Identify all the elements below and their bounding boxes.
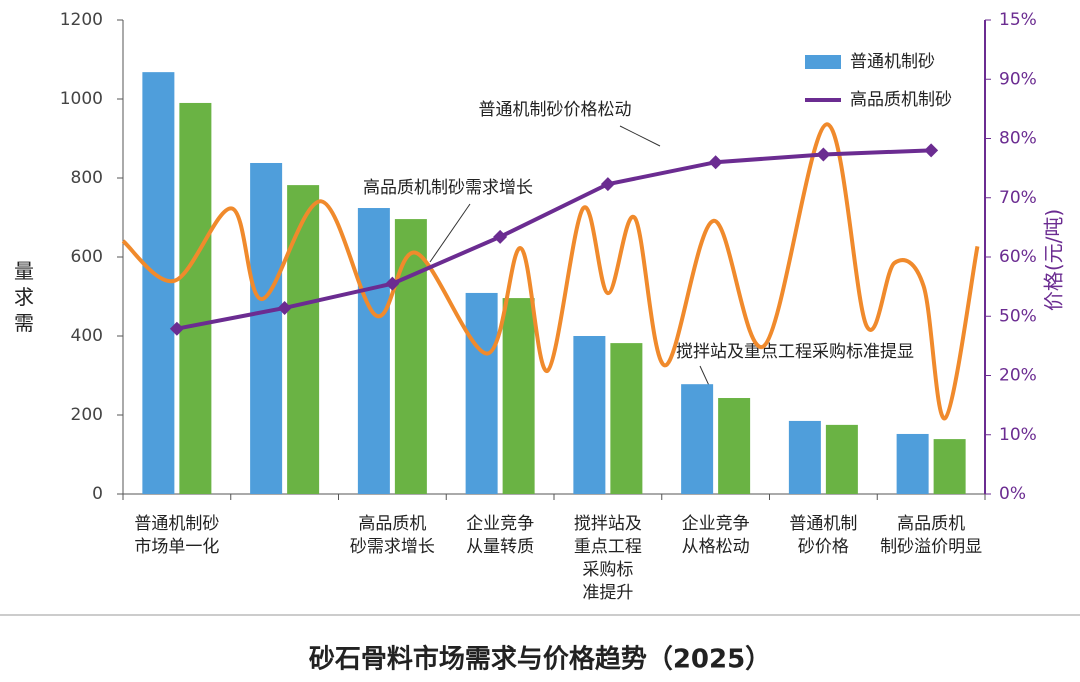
- y2-tick-label: 80%: [999, 129, 1037, 149]
- y-tick-label: 0: [92, 484, 103, 504]
- y-tick-label: 1000: [60, 89, 103, 109]
- line-marker: [493, 229, 508, 244]
- bar: [718, 398, 751, 494]
- bar: [825, 424, 858, 494]
- line-marker: [708, 155, 723, 170]
- bar: [573, 336, 606, 494]
- bar: [394, 219, 427, 494]
- annotation: 普通机制砂价格松动: [479, 100, 632, 120]
- line-marker: [600, 177, 615, 192]
- bar: [681, 384, 714, 494]
- y2-axis-label: 价格(元/吨): [1042, 209, 1066, 311]
- line-marker: [385, 276, 400, 291]
- y2-tick-label: 60%: [999, 247, 1037, 267]
- y2-tick-label: 20%: [999, 366, 1037, 386]
- bar: [896, 433, 929, 494]
- x-tick-label: 企业竞争从格松动: [682, 514, 750, 557]
- y-tick-label: 800: [71, 168, 103, 188]
- y2-tick-label: 15%: [999, 10, 1037, 30]
- bar: [357, 208, 390, 494]
- y2-tick-label: 50%: [999, 306, 1037, 326]
- line-marker: [169, 321, 184, 336]
- legend-label: 普通机制砂: [850, 52, 935, 72]
- line-marker: [816, 147, 831, 162]
- bar: [250, 162, 283, 495]
- bar: [465, 292, 498, 494]
- y-tick-label: 600: [71, 247, 103, 267]
- x-tick-label: 普通机制砂市场单一化: [134, 514, 219, 557]
- annotation: 高品质机制砂需求增长: [363, 178, 533, 198]
- bar: [287, 185, 320, 495]
- y-tick-label: 1200: [60, 10, 103, 30]
- line: [176, 148, 932, 331]
- y2-tick-label: 10%: [999, 425, 1037, 445]
- bar: [933, 439, 966, 494]
- y-tick-label: 400: [71, 326, 103, 346]
- x-tick-label: 普通机制砂价格: [789, 514, 857, 557]
- bar: [502, 298, 535, 494]
- chart-title: 砂石骨料市场需求与价格趋势（2025）: [309, 644, 771, 675]
- bar: [788, 420, 821, 494]
- x-tick-label: 搅拌站及重点工程采购标准提升: [574, 514, 642, 603]
- line: [121, 122, 980, 421]
- annotation-leader: [619, 125, 661, 147]
- y-axis-label: 量求需: [14, 259, 34, 335]
- bar: [179, 102, 212, 494]
- line-marker: [924, 143, 939, 158]
- y2-tick-label: 0%: [999, 484, 1026, 504]
- legend-swatch: [805, 55, 841, 69]
- annotation-leader: [429, 203, 471, 263]
- x-tick-label: 企业竞争从量转质: [466, 514, 534, 557]
- y2-tick-label: 70%: [999, 188, 1037, 208]
- y2-tick-label: 90%: [999, 69, 1037, 89]
- annotation: 搅拌站及重点工程采购标准提显: [676, 342, 914, 362]
- legend-label: 高品质机制砂: [850, 90, 952, 110]
- line-marker: [277, 300, 292, 315]
- y-tick-label: 200: [71, 405, 103, 425]
- bar: [610, 343, 643, 494]
- x-tick-label: 高品质机砂需求增长: [350, 514, 435, 557]
- x-tick-label: 高品质机制砂溢价明显: [880, 514, 982, 557]
